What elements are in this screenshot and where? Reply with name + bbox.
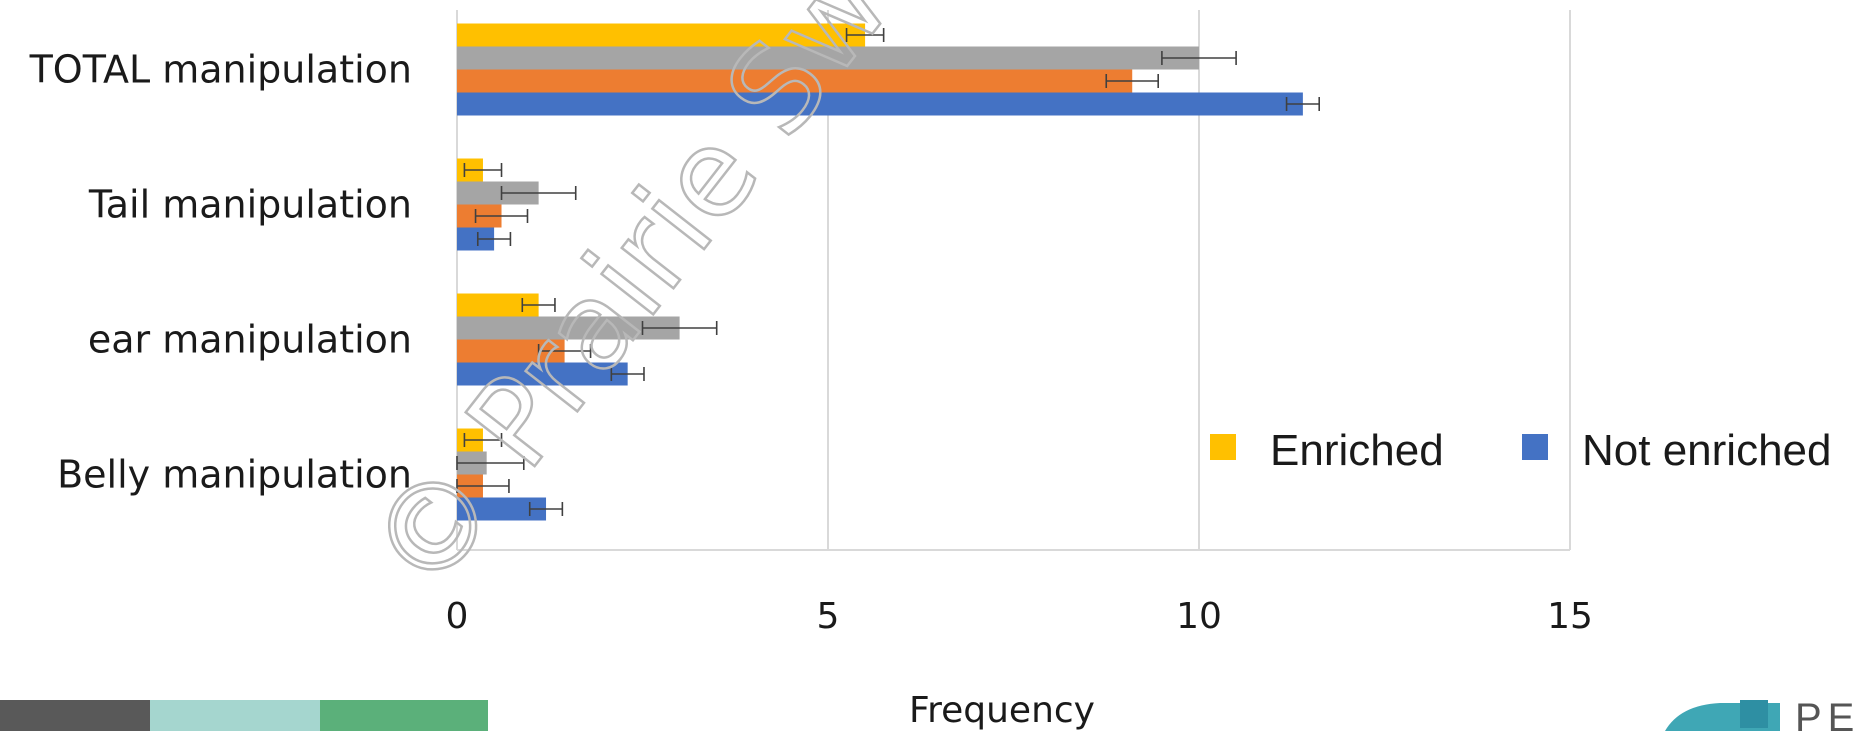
organization-logo: PE [1665, 696, 1854, 731]
x-axis-title: Frequency [909, 690, 1095, 731]
footer-band-mint [150, 700, 320, 731]
bars [457, 23, 1303, 521]
footer-band-green [320, 700, 488, 731]
logo-square-icon [1740, 700, 1768, 728]
category-label: Belly manipulation [57, 453, 412, 497]
legend-swatch [1210, 434, 1236, 460]
x-tick-labels: 0 5 10 15 [446, 596, 1593, 637]
bar [457, 497, 547, 521]
bar [457, 181, 539, 205]
category-labels: TOTAL manipulation Tail manipulation ear m… [29, 48, 412, 497]
bar [457, 362, 628, 386]
footer-band [0, 700, 488, 731]
legend-swatch [1522, 434, 1548, 460]
x-tick-label: 15 [1547, 596, 1593, 637]
bar [457, 227, 495, 251]
legend-label: Not enriched [1582, 426, 1831, 475]
x-tick-label: 0 [446, 596, 469, 637]
category-label: TOTAL manipulation [29, 48, 412, 92]
bar [457, 69, 1133, 93]
logo-text: PE [1795, 696, 1854, 731]
category-label: Tail manipulation [88, 183, 412, 227]
bar [457, 46, 1199, 70]
x-tick-label: 5 [817, 596, 840, 637]
x-tick-label: 10 [1176, 596, 1222, 637]
bar [457, 339, 565, 363]
bar [457, 316, 680, 340]
error-bars [456, 28, 1321, 516]
legend: Enriched Not enriched [1210, 426, 1831, 475]
bar [457, 92, 1303, 116]
bar [457, 293, 539, 317]
category-label: ear manipulation [88, 318, 412, 362]
footer-band-dark [0, 700, 150, 731]
legend-label: Enriched [1270, 426, 1444, 475]
bar [457, 23, 866, 47]
